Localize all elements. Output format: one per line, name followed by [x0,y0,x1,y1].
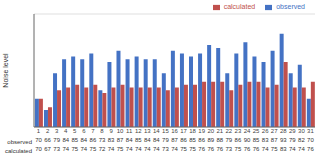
svg-text:86: 86 [198,137,205,143]
svg-text:85: 85 [71,137,78,143]
svg-text:75: 75 [189,146,196,152]
svg-text:73: 73 [162,146,169,152]
svg-text:79: 79 [289,137,296,143]
svg-text:28: 28 [280,128,287,134]
svg-text:90: 90 [244,137,251,143]
svg-text:27: 27 [271,128,278,134]
svg-text:74: 74 [171,146,178,152]
svg-text:16: 16 [171,128,178,134]
svg-text:76: 76 [253,146,260,152]
svg-text:74: 74 [144,146,151,152]
svg-text:10: 10 [117,128,124,134]
svg-text:87: 87 [271,137,278,143]
svg-text:31: 31 [307,128,313,134]
svg-text:82: 82 [298,137,305,143]
svg-text:7: 7 [91,128,95,134]
svg-text:15: 15 [162,128,169,134]
svg-text:75: 75 [235,146,242,152]
svg-text:23: 23 [235,128,242,134]
svg-text:12: 12 [135,128,142,134]
svg-text:83: 83 [262,137,269,143]
svg-text:11: 11 [126,128,133,134]
svg-text:calculated: calculated [8,148,32,154]
svg-text:84: 84 [62,137,69,143]
svg-text:79: 79 [226,137,233,143]
svg-text:87: 87 [117,137,124,143]
svg-text:6: 6 [82,128,86,134]
svg-text:24: 24 [244,128,251,134]
svg-text:Noise level: Noise level [8,53,9,88]
svg-text:74: 74 [81,146,88,152]
svg-text:18: 18 [189,128,196,134]
svg-text:70: 70 [307,137,313,143]
svg-text:79: 79 [53,137,60,143]
svg-text:73: 73 [226,146,233,152]
svg-text:74: 74 [108,146,115,152]
svg-text:76: 76 [307,146,313,152]
svg-text:29: 29 [289,128,296,134]
svg-text:76: 76 [198,146,205,152]
svg-text:74: 74 [153,146,160,152]
svg-text:73: 73 [53,146,60,152]
svg-text:25: 25 [253,128,260,134]
svg-text:88: 88 [216,137,223,143]
svg-text:86: 86 [180,137,187,143]
svg-text:70: 70 [35,146,42,152]
svg-text:84: 84 [126,137,133,143]
svg-text:86: 86 [90,137,97,143]
svg-text:2: 2 [46,128,50,134]
svg-text:75: 75 [90,146,97,152]
svg-text:85: 85 [253,137,260,143]
svg-text:22: 22 [226,128,233,134]
svg-text:87: 87 [171,137,178,143]
svg-text:76: 76 [207,146,214,152]
svg-text:14: 14 [153,128,160,134]
svg-text:3: 3 [55,128,59,134]
svg-text:67: 67 [44,146,51,152]
svg-text:30: 30 [298,128,305,134]
svg-text:4: 4 [64,128,68,134]
svg-text:20: 20 [207,128,214,134]
svg-text:1: 1 [37,128,41,134]
svg-text:74: 74 [62,146,69,152]
svg-text:75: 75 [117,146,124,152]
svg-text:83: 83 [280,146,287,152]
svg-text:75: 75 [71,146,78,152]
html-text:observed: observed [276,3,305,10]
svg-text:21: 21 [216,128,223,134]
svg-text:72: 72 [99,146,106,152]
svg-text:83: 83 [108,137,115,143]
svg-text:19: 19 [198,128,205,134]
svg-text:74: 74 [126,146,133,152]
svg-text:84: 84 [153,137,160,143]
svg-text:85: 85 [135,137,142,143]
svg-text:84: 84 [144,137,151,143]
svg-text:74: 74 [135,146,142,152]
svg-text:84: 84 [81,137,88,143]
svg-text:76: 76 [244,146,251,152]
svg-text:86: 86 [235,137,242,143]
svg-text:9: 9 [109,128,113,134]
svg-text:70: 70 [35,137,42,143]
svg-text:observed: observed [8,139,32,145]
svg-text:66: 66 [44,137,51,143]
svg-text:17: 17 [180,128,187,134]
svg-text:26: 26 [262,128,269,134]
svg-text:93: 93 [280,137,287,143]
svg-text:8: 8 [100,128,104,134]
svg-text:75: 75 [271,146,278,152]
svg-text:79: 79 [162,137,169,143]
svg-text:89: 89 [207,137,214,143]
html-text:calculated: calculated [223,3,256,10]
svg-text:85: 85 [189,137,196,143]
svg-text:13: 13 [144,128,151,134]
svg-text:74: 74 [262,146,269,152]
svg-text:73: 73 [99,137,106,143]
svg-text:5: 5 [73,128,77,134]
svg-text:76: 76 [216,146,223,152]
svg-text:74: 74 [298,146,305,152]
svg-text:75: 75 [180,146,187,152]
svg-text:74: 74 [289,146,296,152]
